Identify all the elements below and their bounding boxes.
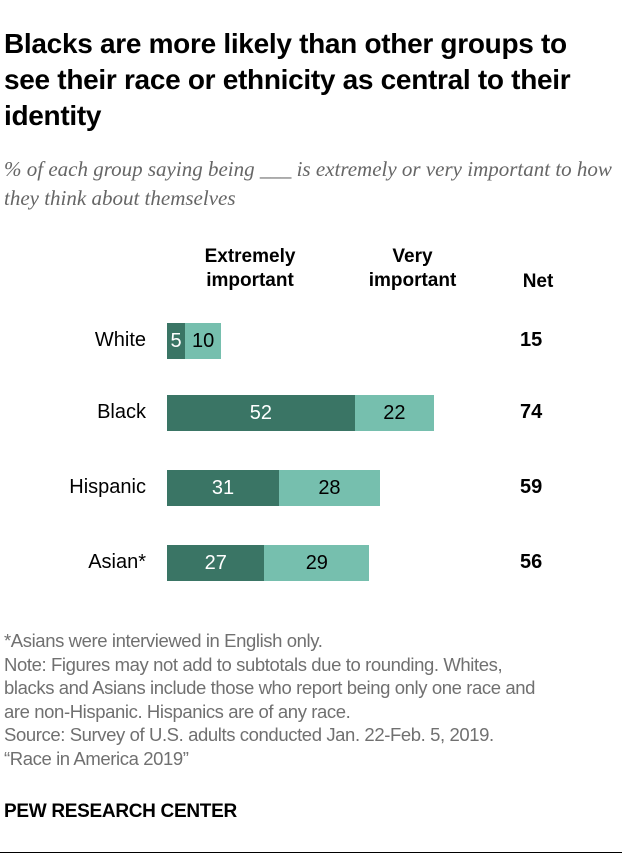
category-label: Black [97, 401, 146, 423]
legend-very-important: Very important [368, 246, 457, 291]
chart-title: Blacks are more likely than other groups… [4, 28, 571, 131]
data-label: 29 [305, 551, 328, 574]
footnote-line: “Race in America 2019” [4, 747, 189, 769]
data-label: 31 [211, 476, 235, 499]
net-header: Net [522, 271, 554, 292]
data-label: 22 [383, 401, 406, 424]
footnote-line: Note: Figures may not add to subtotals d… [4, 653, 503, 675]
bottom-rule [0, 852, 622, 853]
net-value: 74 [520, 401, 543, 423]
bar-segment: 10 [185, 323, 222, 359]
category-label: Asian* [88, 551, 146, 573]
net-value: 15 [520, 329, 543, 351]
net-value: 59 [520, 476, 543, 498]
category-label: Hispanic [69, 476, 146, 498]
bar-segment: 29 [264, 545, 370, 581]
bar-segment: 28 [278, 470, 380, 506]
bar-segment: 52 [167, 395, 355, 431]
footer-notes: *Asians were interviewed in English only… [4, 629, 619, 770]
data-label: 52 [249, 401, 272, 424]
data-label: 28 [318, 476, 341, 499]
category-label: White [94, 329, 146, 351]
footnote-line: are non-Hispanic. Hispanics are of any r… [4, 700, 351, 722]
data-label: 10 [191, 329, 215, 352]
legend-extremely-important: Extremely important [204, 246, 296, 291]
brand-logo-text: PEW RESEARCH CENTER [4, 801, 237, 822]
chart-subtitle: % of each group saying being ___ is extr… [4, 157, 612, 210]
footnote-line: *Asians were interviewed in English only… [4, 630, 323, 651]
bar-segment: 5 [167, 323, 186, 359]
footnote-line: Source: Survey of U.S. adults conducted … [4, 724, 494, 745]
footnote-line: blacks and Asians include those who repo… [4, 677, 536, 698]
net-value: 56 [520, 551, 543, 573]
data-label: 5 [170, 329, 182, 352]
bar-segment: 22 [354, 395, 435, 431]
bar-segment: 27 [167, 545, 265, 581]
bar-segment: 31 [167, 470, 279, 506]
data-label: 27 [204, 551, 227, 574]
